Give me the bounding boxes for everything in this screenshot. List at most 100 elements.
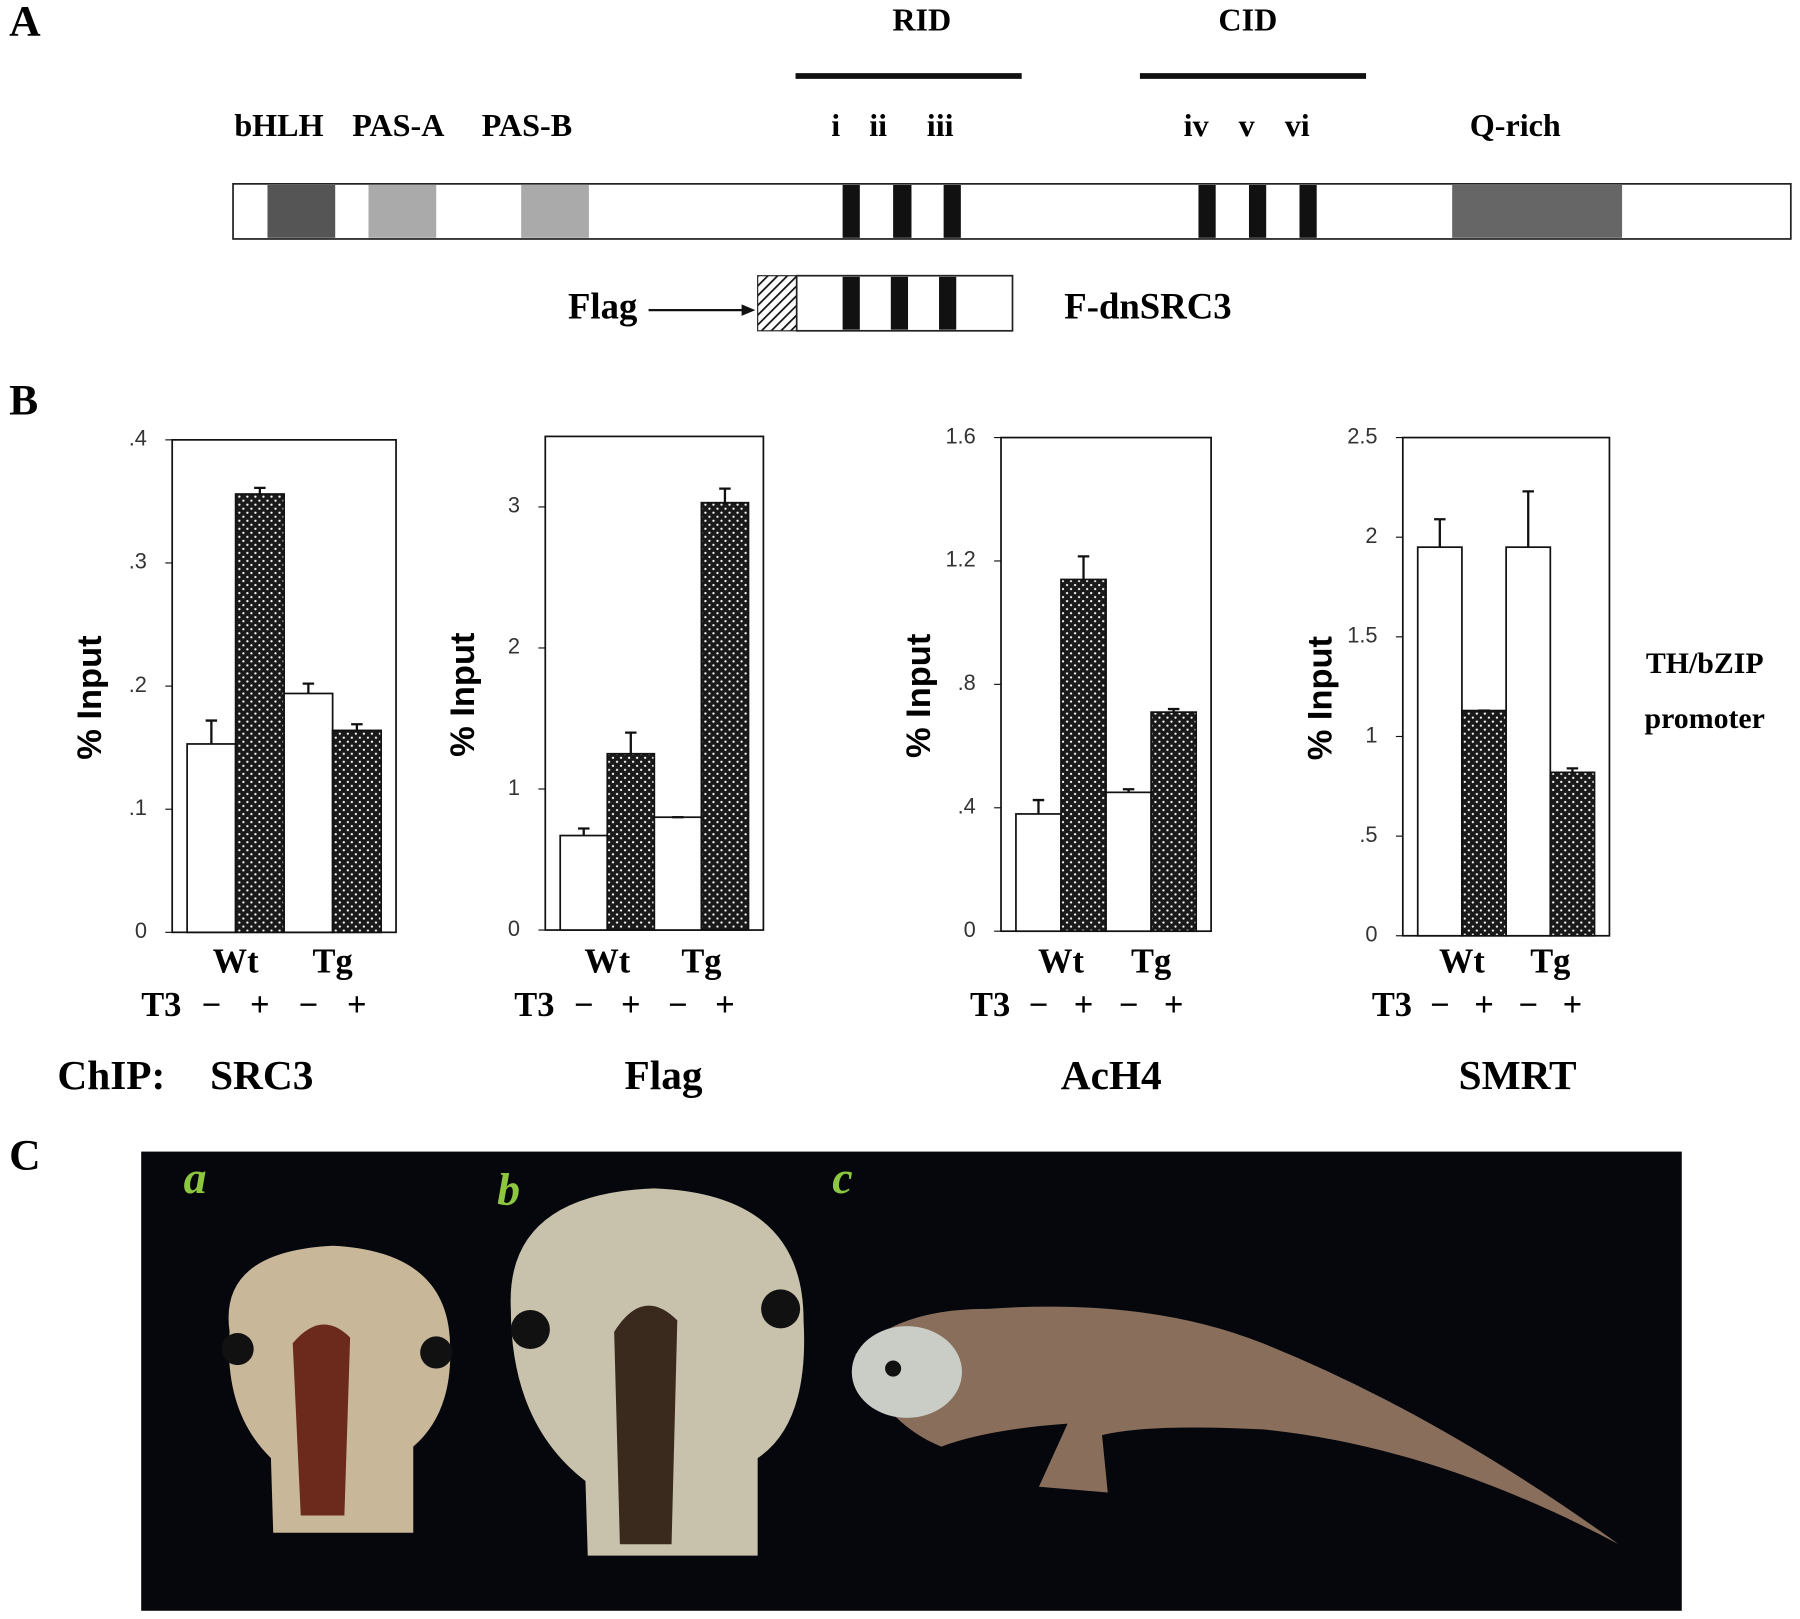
y-axis-label: % Input: [1302, 635, 1340, 760]
y-tick-label: .1: [129, 795, 147, 820]
treatment-sign: −: [299, 986, 319, 1024]
treatment-sign: −: [1029, 986, 1049, 1024]
y-axis-label: % Input: [444, 632, 482, 757]
error-bar: [1122, 788, 1135, 793]
photo-label: c: [832, 1152, 852, 1203]
bar: [606, 752, 656, 931]
chart-title: SRC3: [210, 1052, 313, 1098]
group-label: RID: [892, 2, 951, 38]
bar: [1105, 791, 1152, 933]
y-tick-label: 2.5: [1347, 423, 1377, 448]
y-tick-label: 1.2: [945, 547, 975, 572]
side-label: promoter: [1645, 702, 1765, 735]
y-tick-label: 0: [1365, 922, 1377, 947]
photo-label: b: [497, 1164, 520, 1215]
y-tick-label: .2: [129, 672, 147, 697]
bar: [1060, 578, 1107, 933]
photo: a b c: [141, 1151, 1682, 1611]
category-label: Tg: [313, 942, 353, 980]
y-tick-label: 1.6: [945, 423, 975, 448]
y-tick-label: 3: [508, 493, 520, 518]
y-tick-label: .5: [1359, 822, 1377, 847]
motif-label: iii: [927, 107, 954, 143]
y-axis-label: % Input: [71, 635, 109, 760]
treatment-sign: −: [202, 986, 222, 1024]
bar: [186, 743, 237, 934]
motif-label: vi: [1285, 107, 1310, 143]
error-bar: [1522, 490, 1534, 548]
bar: [331, 729, 382, 934]
y-tick-label: .4: [958, 794, 976, 819]
treatment-sign: +: [1563, 986, 1583, 1024]
domain-label: PAS-B: [482, 107, 572, 143]
bar: [283, 692, 334, 934]
y-axis-label: % Input: [900, 633, 938, 758]
category-label: Wt: [1439, 942, 1485, 980]
error-bar: [302, 682, 315, 694]
bar: [1150, 711, 1198, 933]
error-bar: [625, 731, 637, 754]
domain-label: Q-rich: [1470, 107, 1561, 143]
bar: [1416, 546, 1463, 937]
treatment-sign: +: [250, 986, 270, 1024]
treatment-sign: +: [621, 986, 641, 1024]
panel-label: A: [9, 0, 41, 45]
category-label: Tg: [681, 942, 721, 980]
treatment-label: T3: [1372, 986, 1412, 1024]
bar: [700, 501, 750, 931]
treatment-label: T3: [514, 986, 554, 1024]
bar: [1461, 709, 1507, 937]
y-tick-label: .4: [129, 426, 147, 451]
error-bar: [1434, 518, 1446, 548]
category-label: Tg: [1131, 942, 1171, 980]
error-bar: [254, 486, 266, 495]
error-bar: [1032, 798, 1045, 814]
category-label: Wt: [213, 942, 259, 980]
y-tick-label: 2: [1365, 523, 1377, 548]
bar: [1549, 771, 1596, 937]
error-bar: [1566, 767, 1579, 773]
category-label: Tg: [1530, 942, 1570, 980]
bar: [234, 493, 285, 934]
treatment-sign: +: [347, 986, 367, 1024]
tag-label: Flag: [568, 286, 637, 327]
group-label: CID: [1218, 2, 1277, 38]
y-tick-label: 2: [508, 634, 520, 659]
motif-label: i: [831, 107, 840, 143]
treatment-label: T3: [970, 986, 1010, 1024]
error-bar: [719, 487, 731, 503]
construct-label: F-dnSRC3: [1064, 286, 1231, 327]
error-bar: [351, 723, 363, 731]
category-label: Wt: [1038, 942, 1084, 980]
y-tick-label: 1.5: [1347, 623, 1377, 648]
y-tick-label: 0: [135, 918, 147, 943]
treatment-sign: −: [668, 986, 688, 1024]
error-bar: [577, 827, 590, 836]
panel-label: B: [9, 376, 38, 424]
treatment-sign: −: [1518, 986, 1538, 1024]
treatment-label: T3: [141, 986, 181, 1024]
domain-label: bHLH: [234, 107, 323, 143]
treatment-sign: −: [1430, 986, 1450, 1024]
chart-title: Flag: [625, 1052, 703, 1098]
domain-map: RID CID bHLH PAS-A PAS-B Q-rich i ii iii…: [232, 2, 1792, 332]
treatment-sign: +: [1074, 986, 1094, 1024]
treatment-sign: −: [1119, 986, 1139, 1024]
domain-label: PAS-A: [352, 107, 444, 143]
error-bar: [205, 719, 218, 744]
chip-prefix: ChIP:: [57, 1052, 165, 1098]
chart-title: SMRT: [1459, 1052, 1577, 1098]
motif-label: iv: [1184, 107, 1210, 143]
bar: [559, 834, 609, 931]
bar: [1505, 546, 1552, 937]
photo-label: a: [184, 1152, 207, 1203]
motif-label: ii: [869, 107, 887, 143]
y-tick-label: 1: [508, 775, 520, 800]
chart-title: AcH4: [1061, 1052, 1162, 1098]
y-tick-label: 1: [1365, 722, 1377, 747]
treatment-sign: +: [1164, 986, 1184, 1024]
y-tick-label: 0: [508, 916, 520, 941]
treatment-sign: +: [1474, 986, 1494, 1024]
